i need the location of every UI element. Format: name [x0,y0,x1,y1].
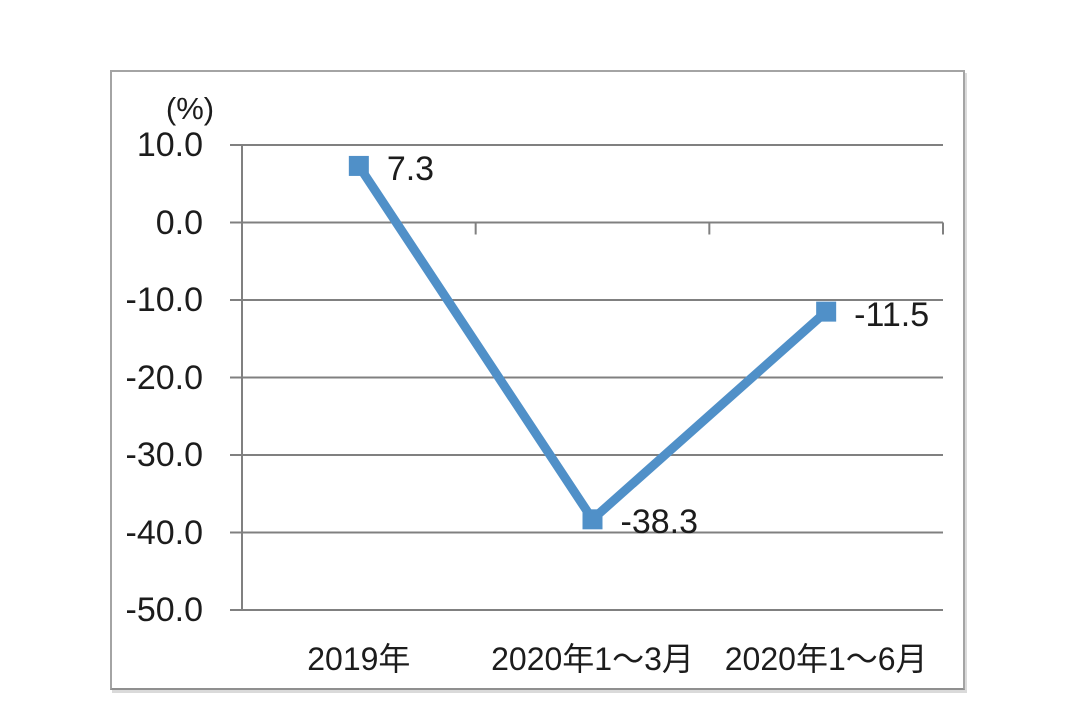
data-point-label: -38.3 [620,503,699,542]
x-category-label: 2020年1～3月 [491,641,694,677]
y-tick-label: -30.0 [125,436,204,474]
y-tick-label: -20.0 [125,358,204,397]
data-point-marker [582,509,603,530]
data-point-marker [348,155,369,176]
line-chart: (%) 10.0 0.0 -10.0 -20.0 -30.0 -40.0 -50… [110,70,965,690]
plot-area [230,144,944,611]
y-tick-label: -40.0 [125,513,204,552]
y-tick-label: 10.0 [136,126,203,164]
y-tick-label: -10.0 [125,281,204,319]
y-tick-label: -50.0 [125,591,204,629]
data-point-label: -11.5 [854,295,930,334]
data-point-label: 7.3 [386,149,435,188]
series-line [355,163,830,527]
y-axis-unit-label: (%) [165,91,215,126]
data-point-marker [816,301,837,322]
x-category-label: 2020年1～6月 [724,641,928,677]
y-tick-label: 0.0 [155,203,203,242]
x-category-label: 2019年 [307,641,411,677]
